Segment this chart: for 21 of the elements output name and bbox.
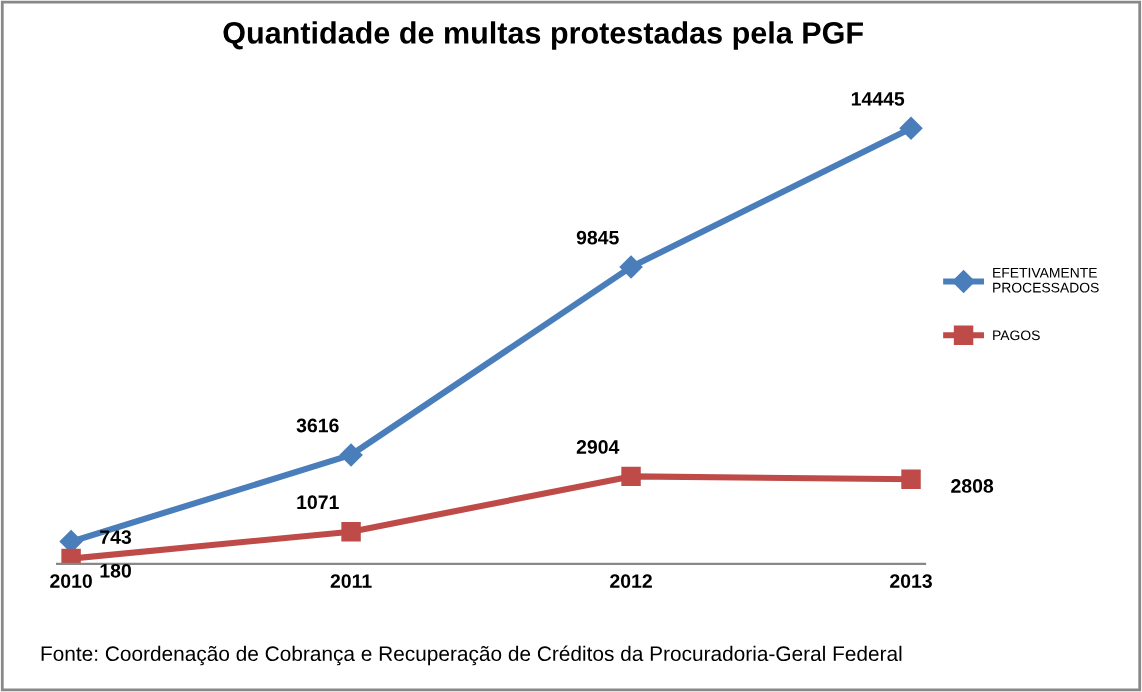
data-label: 1071 [297,495,339,510]
point [621,466,641,487]
data-label: 180 [100,563,131,578]
point [341,521,361,542]
point [339,443,363,467]
x-tick-label: 2010 [50,574,92,588]
data-label: 743 [100,530,132,545]
source-note: Fonte: Coordenação de Cobrança e Recuperação de Créditos da Procuradoria-Geral Federal [41,645,902,666]
data-label: 3616 [296,418,339,433]
data-label: 14445 [851,92,905,106]
x-tick-label: 2013 [890,574,932,589]
point [619,255,643,279]
point [899,117,923,140]
data-label: 2904 [576,440,620,454]
point [61,548,81,564]
data-label: 9845 [576,230,619,245]
chart-title: Quantidade de multas protestadas pela PGF [223,21,863,50]
data-label: 2808 [951,479,994,493]
x-tick-label: 2012 [610,574,652,588]
point [901,469,921,490]
x-tick-label: 2011 [330,574,372,588]
